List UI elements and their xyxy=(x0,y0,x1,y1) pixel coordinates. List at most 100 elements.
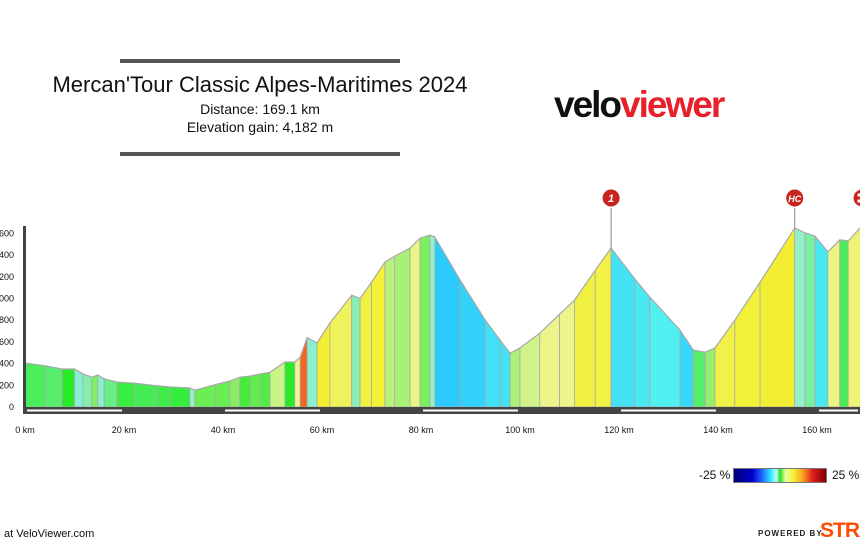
profile-segment xyxy=(634,277,651,408)
profile-segment xyxy=(74,368,84,408)
profile-segment xyxy=(306,336,318,408)
profile-segment xyxy=(594,246,612,408)
profile-segment xyxy=(499,339,511,408)
y-tick-label: 1400 xyxy=(0,250,14,260)
y-tick-label: 1600 xyxy=(0,228,14,238)
x-tick-label: 0 km xyxy=(15,425,35,435)
profile-segment xyxy=(351,294,361,408)
profile-segment xyxy=(116,381,135,408)
profile-segment xyxy=(156,385,171,408)
profile-segment xyxy=(827,238,841,408)
strava-logo: STRAVA xyxy=(820,519,860,542)
x-tick-label: 140 km xyxy=(703,425,733,435)
profile-segment xyxy=(284,361,296,408)
profile-segment xyxy=(97,374,105,408)
profile-segment xyxy=(704,347,716,408)
profile-segment xyxy=(229,376,241,408)
x-axis-stripe xyxy=(225,409,320,412)
legend-min-label: -25 % xyxy=(699,468,731,482)
y-tick-label: 800 xyxy=(0,315,14,325)
profile-outline xyxy=(24,227,860,391)
y-tick-label: 400 xyxy=(0,359,14,369)
x-tick-label: 80 km xyxy=(409,425,434,435)
profile-segment xyxy=(610,246,636,408)
profile-segment xyxy=(259,371,271,408)
profile-segment xyxy=(692,349,706,408)
profile-segment xyxy=(434,235,461,408)
profile-segment xyxy=(239,375,251,408)
climb-category-label: 1 xyxy=(608,193,614,205)
profile-segment xyxy=(24,362,46,408)
profile-segment xyxy=(249,373,261,408)
chart-title: Mercan'Tour Classic Alpes-Maritimes 2024 xyxy=(52,72,468,97)
x-axis-stripe xyxy=(423,409,518,412)
profile-segment xyxy=(91,374,99,408)
elevation-gain-label: Elevation gain: 4,182 m xyxy=(186,119,334,135)
elevation-profile-chart: 0 km 20 km 40 km 60 km 80 km 100 km 120 km 140 … xyxy=(0,188,860,435)
profile-segment xyxy=(794,227,806,408)
y-tick-label: 1200 xyxy=(0,272,14,282)
climb-category-badge xyxy=(785,188,805,208)
y-tick-label: 1000 xyxy=(0,294,14,304)
profile-segment xyxy=(509,347,521,408)
legend-max-label: 25 % xyxy=(832,468,860,482)
profile-segment xyxy=(329,294,353,408)
profile-segment xyxy=(679,328,694,408)
profile-segment xyxy=(409,237,421,408)
profile-segment xyxy=(839,239,849,408)
powered-by-label: POWERED BY xyxy=(758,529,823,538)
distance-label: Distance: 169.1 km xyxy=(200,101,320,117)
title-top-rule xyxy=(120,59,400,63)
profile-segment xyxy=(61,368,75,408)
veloviewer-logo: veloviewer xyxy=(554,84,725,126)
profile-segment xyxy=(394,247,411,408)
profile-segment xyxy=(519,332,541,408)
profile-segment xyxy=(847,227,860,408)
profile-segment xyxy=(169,386,191,408)
y-axis-line xyxy=(23,226,26,408)
profile-segment xyxy=(269,361,286,408)
x-tick-label: 100 km xyxy=(505,425,535,435)
profile-segment xyxy=(194,384,216,408)
profile-segment xyxy=(133,382,158,408)
x-axis-stripe xyxy=(819,409,858,412)
x-tick-label: 160 km xyxy=(802,425,832,435)
finish-flag-check xyxy=(857,199,860,203)
x-tick-label: 60 km xyxy=(310,425,335,435)
profile-segment xyxy=(214,380,231,408)
profile-segment xyxy=(559,299,575,408)
profile-segment xyxy=(419,234,431,408)
finish-flag-icon xyxy=(852,188,860,208)
profile-segment xyxy=(316,321,331,408)
x-axis-stripe xyxy=(27,409,122,412)
profile-segment xyxy=(814,234,829,408)
x-tick-label: 40 km xyxy=(211,425,236,435)
y-tick-label: 0 xyxy=(9,402,14,412)
profile-segment xyxy=(384,255,396,408)
profile-segment xyxy=(359,280,372,408)
logo-velo: velo xyxy=(554,84,622,125)
profile-segment xyxy=(82,373,93,408)
logo-viewer: viewer xyxy=(620,84,725,125)
profile-segment xyxy=(804,232,816,408)
profile-segment xyxy=(574,269,596,408)
footer-credit: at VeloViewer.com xyxy=(4,528,95,540)
finish-flag-check xyxy=(857,193,860,197)
profile-segment xyxy=(103,378,118,408)
profile-segment xyxy=(189,387,196,408)
y-tick-label: 200 xyxy=(0,380,14,390)
profile-segment xyxy=(429,234,436,408)
climb-category-label: HC xyxy=(788,194,801,204)
x-tick-label: 20 km xyxy=(112,425,137,435)
profile-segment xyxy=(294,356,301,408)
profile-segment xyxy=(484,318,501,408)
y-tick-label: 600 xyxy=(0,337,14,347)
climb-category-badge xyxy=(601,188,621,208)
gradient-color-legend xyxy=(733,468,827,483)
x-tick-label: 120 km xyxy=(604,425,634,435)
profile-segment xyxy=(539,313,560,408)
profile-segment xyxy=(44,365,63,408)
title-bottom-rule xyxy=(120,152,400,156)
profile-segment xyxy=(371,260,386,408)
x-axis-stripe xyxy=(621,409,716,412)
